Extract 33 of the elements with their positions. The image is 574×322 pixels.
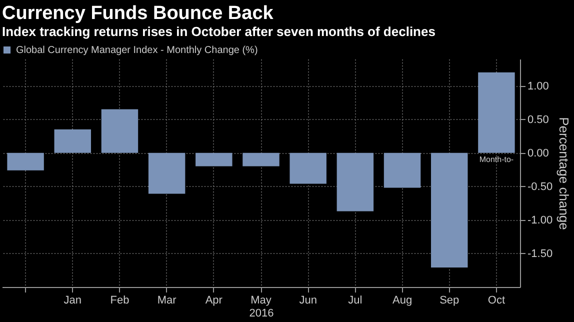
y-tick-label: 0.00 bbox=[528, 147, 549, 160]
bar bbox=[196, 152, 232, 166]
bar bbox=[54, 129, 91, 153]
y-tick-label: -0.50 bbox=[528, 180, 553, 193]
x-tick-label: Jul bbox=[348, 294, 362, 306]
y-tick-label: -1.00 bbox=[528, 214, 553, 226]
annotation: Month-to- bbox=[479, 154, 514, 164]
y-axis-title: Percentage change bbox=[556, 117, 572, 230]
bar bbox=[431, 152, 468, 268]
bar bbox=[384, 152, 421, 188]
x-axis-title: 2016 bbox=[249, 308, 274, 320]
x-tick-label: Feb bbox=[110, 294, 130, 306]
x-tick-label: Apr bbox=[205, 294, 223, 306]
bar bbox=[242, 152, 280, 166]
bar bbox=[148, 152, 186, 194]
bar bbox=[478, 72, 515, 153]
x-tick-label: May bbox=[250, 294, 272, 306]
bar bbox=[7, 152, 44, 170]
x-tick-label: Jun bbox=[299, 294, 317, 306]
bar bbox=[101, 109, 138, 153]
chart-subtitle: Index tracking returns rises in October after seven months of declines bbox=[2, 24, 436, 39]
chart-title: Currency Funds Bounce Back bbox=[2, 3, 274, 24]
y-tick-label: -1.50 bbox=[528, 248, 553, 260]
x-tick-label: Jan bbox=[64, 294, 82, 306]
y-tick-label: 1.00 bbox=[528, 80, 549, 92]
x-tick-label: Sep bbox=[440, 294, 460, 306]
x-tick-label: Mar bbox=[157, 294, 177, 306]
y-tick-label: 0.50 bbox=[528, 114, 549, 126]
bar bbox=[336, 152, 374, 212]
bar bbox=[290, 152, 326, 184]
legend-label: Global Currency Manager Index - Monthly Change (%) bbox=[16, 45, 258, 56]
x-tick-label: Oct bbox=[488, 294, 506, 306]
x-tick-label: Aug bbox=[392, 294, 412, 306]
